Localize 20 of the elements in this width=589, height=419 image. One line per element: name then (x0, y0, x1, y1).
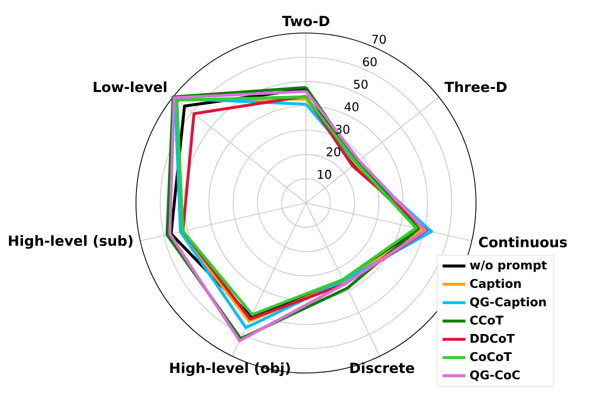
spoke-label: Continuous (478, 236, 567, 248)
spoke-label: High-level (sub) (8, 235, 132, 249)
y-tick-label: 60 (363, 57, 377, 66)
legend-label: QG-CoC (470, 370, 520, 381)
y-tick-label: 40 (344, 102, 358, 112)
legend-label: QG-Caption (470, 297, 546, 309)
legend-label: CoCoT (470, 352, 512, 362)
y-tick-label: 30 (336, 124, 350, 134)
y-tick-label: 10 (318, 170, 332, 179)
spoke-label: Discrete (350, 362, 414, 374)
spoke-label: Two-D (282, 16, 330, 26)
spoke-label: Low-level (94, 81, 166, 92)
legend-label: w/o prompt (470, 260, 547, 272)
legend-label: DDCoT (470, 334, 515, 343)
y-tick-label: 20 (326, 147, 340, 156)
legend-label: Caption (470, 278, 521, 290)
y-tick-label: 70 (372, 34, 386, 44)
spoke-label: Three-D (444, 81, 507, 92)
y-tick-label: 50 (354, 80, 368, 89)
legend-label: CCoT (470, 316, 504, 325)
